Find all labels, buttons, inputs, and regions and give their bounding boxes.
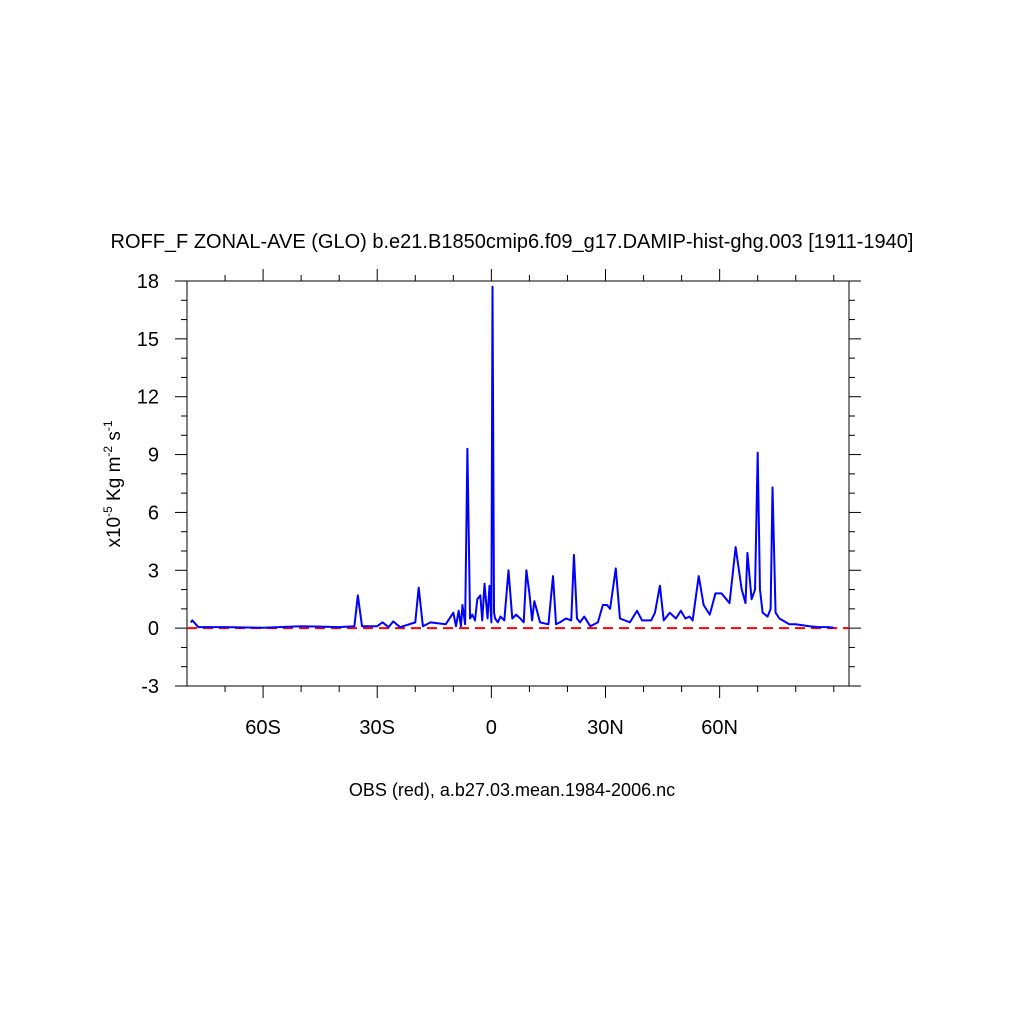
x-tick-label: 0 xyxy=(486,717,497,739)
y-tick-label: -3 xyxy=(141,676,159,698)
y-tick-label: 15 xyxy=(137,329,159,351)
y-label-text: s xyxy=(104,431,125,446)
y-label-superscript: -5 xyxy=(101,506,115,517)
y-tick-label: 6 xyxy=(148,502,159,524)
y-label-text: x10 xyxy=(104,517,125,548)
y-axis-label: x10-5 Kg m-2 s-1 xyxy=(101,420,125,547)
subtitle: OBS (red), a.b27.03.mean.1984-2006.nc xyxy=(349,780,675,800)
x-tick-label: 30S xyxy=(359,717,395,739)
y-tick-label: 0 xyxy=(148,618,159,640)
data-line xyxy=(190,285,834,629)
x-tick-label: 60S xyxy=(245,717,281,739)
x-tick-label: 60N xyxy=(701,717,738,739)
y-tick-label: 3 xyxy=(148,560,159,582)
x-tick-label: 30N xyxy=(587,717,624,739)
y-label-text: Kg m xyxy=(104,457,125,507)
plot-frame xyxy=(186,280,850,687)
y-tick-label: 12 xyxy=(137,387,159,409)
chart-title: ROFF_F ZONAL-AVE (GLO) b.e21.B1850cmip6.… xyxy=(111,231,914,253)
y-label-superscript: -2 xyxy=(101,446,115,457)
y-label-superscript: -1 xyxy=(101,420,115,431)
y-tick-label: 9 xyxy=(148,445,159,467)
y-tick-label: 18 xyxy=(137,271,159,293)
